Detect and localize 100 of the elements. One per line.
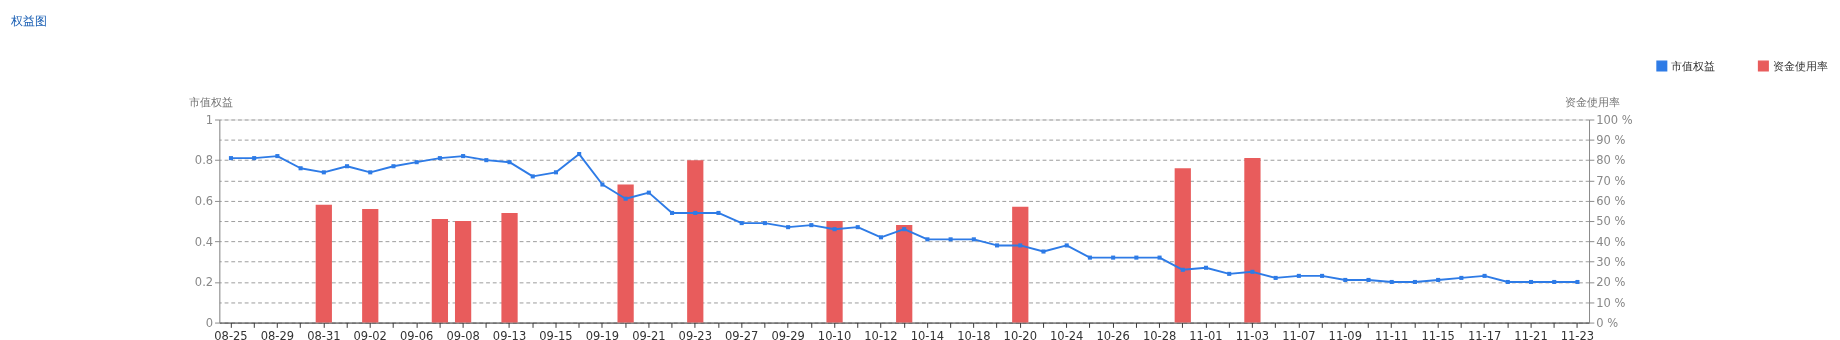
x-tick-label: 09-23: [678, 329, 712, 340]
point: [507, 160, 512, 165]
y-tick-label: 0: [205, 315, 214, 330]
point: [484, 158, 489, 163]
y2-axis-title: 资金使用率: [1565, 94, 1621, 109]
bar: [1244, 158, 1261, 323]
point: [995, 243, 1000, 248]
x-tick-label: 08-25: [214, 329, 248, 340]
point: [391, 164, 396, 169]
point: [878, 235, 884, 240]
x-tick-label: 11-03: [1235, 329, 1270, 340]
x-tick-label: 10-12: [864, 329, 898, 340]
x-tick-label: 10-18: [957, 329, 991, 340]
point: [646, 190, 651, 195]
point: [1180, 267, 1185, 272]
y-tick-label: 0.2: [194, 275, 214, 290]
point: [1343, 277, 1348, 282]
x-tick-label: 09-15: [539, 329, 573, 340]
bar: [687, 160, 704, 323]
point: [1575, 279, 1580, 285]
point: [1087, 255, 1092, 260]
point: [345, 164, 350, 169]
x-tick-label: 09-02: [353, 329, 387, 340]
point: [1064, 243, 1069, 248]
y2-tick-label: 80 %: [1596, 153, 1626, 168]
bar: [1012, 206, 1029, 323]
point: [809, 223, 814, 228]
point: [600, 182, 605, 187]
point: [461, 154, 466, 159]
point: [1436, 277, 1441, 282]
x-tick-label: 11-17: [1467, 329, 1502, 340]
point: [1296, 273, 1301, 278]
point: [971, 237, 976, 242]
point: [1552, 279, 1557, 285]
point: [1320, 273, 1325, 278]
x-tick-label: 08-31: [307, 329, 341, 340]
point: [623, 196, 628, 201]
point: [437, 156, 442, 161]
point: [228, 156, 233, 161]
x-tick-label: 11-23: [1560, 329, 1595, 340]
x-tick-label: 11-21: [1514, 329, 1548, 340]
point: [1412, 279, 1417, 285]
bar: [617, 184, 634, 323]
point: [786, 225, 791, 230]
point: [1482, 273, 1487, 278]
point: [368, 170, 373, 175]
point: [1459, 275, 1464, 280]
y2-tick-label: 10 %: [1596, 295, 1626, 310]
bar: [454, 221, 472, 323]
x-tick-label: 08-29: [260, 329, 295, 340]
x-tick-label: 11-15: [1421, 329, 1455, 340]
bar: [1174, 168, 1191, 323]
point: [1227, 271, 1232, 276]
point: [553, 170, 558, 175]
point: [948, 237, 953, 242]
x-tick-label: 11-07: [1282, 329, 1316, 340]
bar: [431, 219, 449, 323]
point: [855, 225, 860, 230]
point: [1273, 275, 1278, 280]
point: [1250, 269, 1255, 274]
bar: [826, 221, 843, 323]
x-tick-label: 11-11: [1375, 329, 1409, 340]
point: [252, 156, 257, 161]
x-tick-label: 09-21: [632, 329, 666, 340]
x-tick-label: 10-14: [910, 329, 945, 340]
text: 权益图: [10, 12, 48, 28]
point: [832, 227, 837, 232]
point: [1157, 255, 1162, 260]
bar: [362, 208, 379, 323]
x-tick-label: 10-26: [1096, 329, 1130, 340]
x-tick-label: 10-10: [817, 329, 852, 340]
y2-tick-label: 60 %: [1596, 194, 1626, 209]
y2-tick-label: 50 %: [1596, 214, 1626, 229]
point: [716, 210, 721, 215]
y-axis-title: 市值权益: [189, 94, 234, 109]
y2-tick-label: 90 %: [1596, 133, 1626, 148]
point: [530, 174, 535, 179]
y2-tick-label: 30 %: [1596, 254, 1626, 269]
point: [1041, 249, 1046, 254]
point: [762, 221, 767, 226]
point: [925, 237, 930, 242]
x-tick-label: 09-13: [492, 329, 527, 340]
point: [1505, 279, 1510, 285]
x-tick-label: 09-19: [585, 329, 620, 340]
point: [1528, 279, 1534, 285]
point: [298, 166, 303, 171]
legend-label: 资金使用率: [1772, 58, 1828, 73]
point: [577, 152, 582, 157]
point: [1366, 277, 1371, 282]
y2-tick-label: 0 %: [1596, 315, 1619, 330]
bar: [501, 212, 518, 323]
y-tick-label: 0.6: [194, 194, 214, 209]
point: [1203, 265, 1209, 270]
y-tick-label: 0.8: [194, 153, 214, 168]
y-tick-label: 1: [205, 112, 214, 127]
point: [1134, 255, 1139, 260]
point: [693, 210, 698, 215]
x-tick-label: 10-24: [1050, 329, 1084, 340]
x-tick-label: 11-01: [1189, 329, 1223, 340]
bar: [896, 225, 913, 323]
